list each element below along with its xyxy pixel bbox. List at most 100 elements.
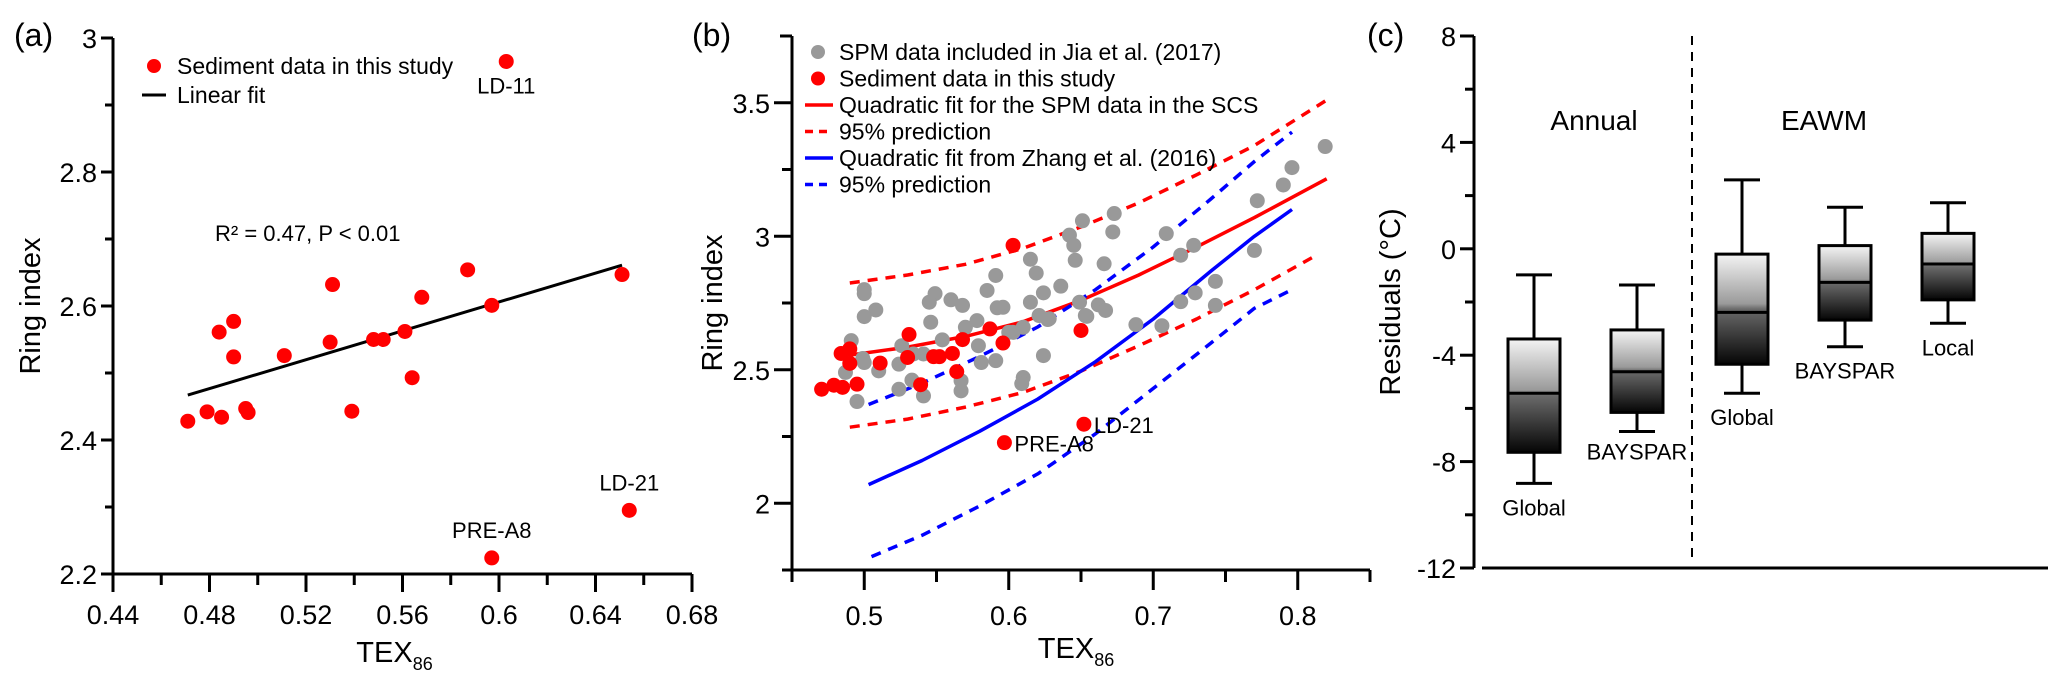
data-point <box>621 502 637 518</box>
data-point <box>498 53 514 69</box>
spm-data-point <box>894 338 910 354</box>
spm-data-point <box>955 297 971 313</box>
sediment-data-point <box>931 349 947 365</box>
sediment-data-point <box>944 345 960 361</box>
spm-data-point <box>953 383 969 399</box>
legend-marker-circle <box>811 45 825 59</box>
data-point <box>276 348 292 364</box>
data-point <box>404 370 420 386</box>
x-tick-label: 0.56 <box>376 600 429 630</box>
zhang-quadratic-fit-curve <box>867 208 1294 487</box>
x-axis-title-main: TEX <box>1038 633 1094 665</box>
point-label: LD-21 <box>599 470 659 495</box>
data-point <box>240 405 256 421</box>
x-tick-label: 0.6 <box>990 601 1028 631</box>
box-plot: BAYSPAR <box>1795 205 1895 384</box>
y-tick-label: 3.5 <box>732 89 770 119</box>
spm-data-point <box>957 319 973 335</box>
data-point <box>344 403 360 419</box>
data-point <box>180 413 196 429</box>
sediment-data-point <box>872 355 888 371</box>
legend-label: Sediment data in this study <box>839 66 1116 92</box>
box-plot: Global <box>1502 273 1566 520</box>
sediment-data-point <box>842 341 858 357</box>
spm-data-point <box>856 309 872 325</box>
spm-data-point <box>849 394 865 410</box>
y-axis-title: Ring index <box>15 237 47 375</box>
panel-b: (b) 2 2.5 3 3.5 0.5 0.6 0.7 0.8 TEX86 Ring index LD… <box>692 17 1372 670</box>
x-axis-title-sub: 86 <box>413 654 433 674</box>
sediment-data-point <box>1076 416 1092 432</box>
spm-data-point <box>989 300 1005 316</box>
x-tick-label: 0.5 <box>845 601 883 631</box>
y-tick-label: 2.8 <box>59 158 97 188</box>
group-title: EAWM <box>1781 105 1867 136</box>
data-point <box>322 334 338 350</box>
legend-label: Linear fit <box>177 82 266 108</box>
iqr-box <box>1714 252 1770 366</box>
sediment-data-point <box>842 355 858 371</box>
panel-c: (c) -12 -8 -4 0 4 8 Residuals (°C) Annual Global B… <box>1367 17 2048 584</box>
box-label: BAYSPAR <box>1587 440 1688 465</box>
sediment-data-point <box>849 376 865 392</box>
spm-data-point <box>1207 297 1223 313</box>
spm-data-point <box>1022 251 1038 267</box>
y-tick-label: -12 <box>1417 554 1456 584</box>
point-label: PRE-A8 <box>1014 432 1093 457</box>
spm-data-point <box>1154 318 1170 334</box>
data-point <box>484 550 500 566</box>
spm-data-point <box>1022 294 1038 310</box>
spm-data-point <box>1077 308 1093 324</box>
sediment-data-point <box>949 364 965 380</box>
spm-data-point <box>1317 139 1333 155</box>
zhang-upper-prediction-curve <box>867 130 1294 407</box>
x-tick-label: 0.8 <box>1279 601 1317 631</box>
spm-data-point <box>1067 252 1083 268</box>
y-axis-title: Residuals (°C) <box>1375 208 1407 395</box>
y-tick-label: 2 <box>755 489 770 519</box>
sediment-data-point <box>1005 237 1021 253</box>
data-point <box>226 313 242 329</box>
box-plot: Global <box>1710 178 1774 430</box>
x-tick-label: 0.68 <box>666 600 719 630</box>
sediment-data-point <box>982 321 998 337</box>
spm-data-point <box>1246 242 1262 258</box>
sediment-data-point <box>901 327 917 343</box>
y-tick-label: -4 <box>1432 341 1456 371</box>
spm-data-point <box>973 355 989 371</box>
data-point <box>460 262 476 278</box>
panel-label: (b) <box>692 17 731 53</box>
sediment-data-point <box>1073 323 1089 339</box>
sediment-data-point <box>835 379 851 395</box>
spm-data-point <box>970 338 986 354</box>
spm-data-point <box>988 353 1004 369</box>
y-tick-label: 3 <box>82 24 97 54</box>
legend-label: Sediment data in this study <box>177 53 454 79</box>
spm-data-point <box>1066 237 1082 253</box>
y-axis-title: Ring index <box>697 234 729 372</box>
spm-data-point <box>915 388 931 404</box>
spm-data-point <box>1207 273 1223 289</box>
y-tick-label: 0 <box>1441 235 1456 265</box>
box-plot: BAYSPAR <box>1587 283 1688 465</box>
box-plot: Local <box>1920 201 1976 360</box>
y-tick-label: 2.4 <box>59 426 97 456</box>
spm-data-point <box>934 332 950 348</box>
spm-data-point <box>1074 213 1090 229</box>
spm-data-point <box>1128 317 1144 333</box>
spm-data-point <box>923 314 939 330</box>
data-point <box>211 324 227 340</box>
panel-label: (c) <box>1367 17 1404 53</box>
y-tick-label: 2.6 <box>59 292 97 322</box>
y-tick-label: 2.2 <box>59 560 97 590</box>
data-point <box>614 267 630 283</box>
spm-data-point <box>1158 226 1174 242</box>
spm-data-point <box>856 355 872 371</box>
r-squared-annotation: R² = 0.47, P < 0.01 <box>215 221 401 246</box>
sediment-data-point <box>995 335 1011 351</box>
iqr-box <box>1506 337 1562 454</box>
x-axis-title: TEX86 <box>1038 633 1114 670</box>
y-tick-label: 2.5 <box>732 356 770 386</box>
spm-data-point <box>1173 247 1189 263</box>
